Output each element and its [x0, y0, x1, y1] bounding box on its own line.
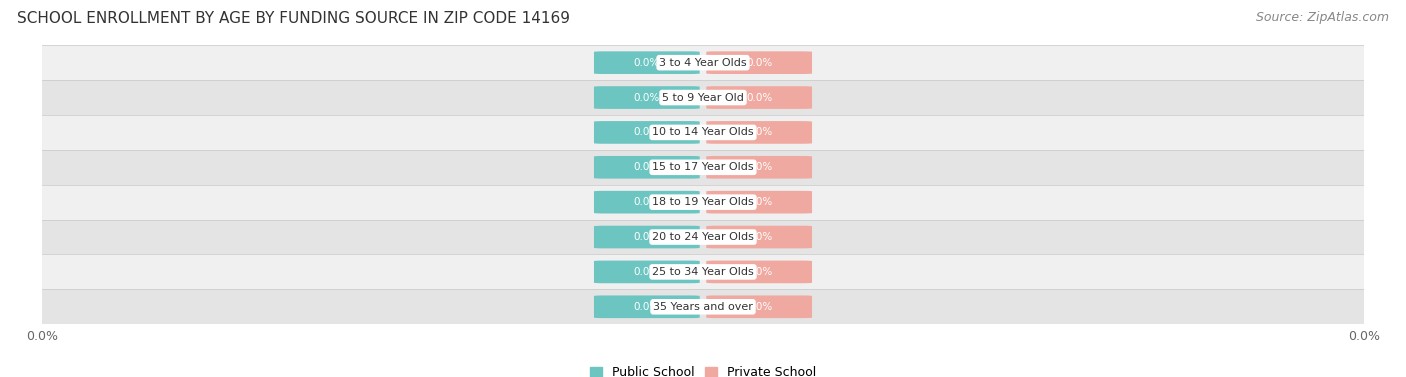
- Text: 0.0%: 0.0%: [634, 127, 659, 138]
- Bar: [42, 45, 1364, 80]
- FancyBboxPatch shape: [706, 121, 813, 144]
- FancyBboxPatch shape: [593, 261, 700, 283]
- FancyBboxPatch shape: [593, 51, 700, 74]
- Bar: [42, 185, 1364, 219]
- Bar: [42, 254, 1364, 290]
- FancyBboxPatch shape: [706, 156, 813, 179]
- FancyBboxPatch shape: [706, 296, 813, 318]
- FancyBboxPatch shape: [706, 51, 813, 74]
- Bar: [42, 290, 1364, 324]
- Bar: [42, 115, 1364, 150]
- Text: 10 to 14 Year Olds: 10 to 14 Year Olds: [652, 127, 754, 138]
- Text: 0.0%: 0.0%: [747, 267, 772, 277]
- FancyBboxPatch shape: [706, 191, 813, 213]
- Bar: [42, 80, 1364, 115]
- Text: 0.0%: 0.0%: [634, 162, 659, 172]
- FancyBboxPatch shape: [706, 226, 813, 248]
- Text: Source: ZipAtlas.com: Source: ZipAtlas.com: [1256, 11, 1389, 24]
- FancyBboxPatch shape: [593, 191, 700, 213]
- Text: 15 to 17 Year Olds: 15 to 17 Year Olds: [652, 162, 754, 172]
- Text: 35 Years and over: 35 Years and over: [652, 302, 754, 312]
- Text: 0.0%: 0.0%: [747, 92, 772, 103]
- FancyBboxPatch shape: [593, 121, 700, 144]
- FancyBboxPatch shape: [593, 226, 700, 248]
- Bar: [42, 219, 1364, 254]
- Bar: [42, 150, 1364, 185]
- Text: 3 to 4 Year Olds: 3 to 4 Year Olds: [659, 58, 747, 68]
- Text: 0.0%: 0.0%: [634, 302, 659, 312]
- Text: 20 to 24 Year Olds: 20 to 24 Year Olds: [652, 232, 754, 242]
- FancyBboxPatch shape: [593, 86, 700, 109]
- FancyBboxPatch shape: [593, 296, 700, 318]
- Text: 0.0%: 0.0%: [747, 232, 772, 242]
- Text: 0.0%: 0.0%: [747, 302, 772, 312]
- Text: 25 to 34 Year Olds: 25 to 34 Year Olds: [652, 267, 754, 277]
- Text: 5 to 9 Year Old: 5 to 9 Year Old: [662, 92, 744, 103]
- Text: 18 to 19 Year Olds: 18 to 19 Year Olds: [652, 197, 754, 207]
- Text: 0.0%: 0.0%: [634, 92, 659, 103]
- Text: 0.0%: 0.0%: [747, 127, 772, 138]
- Text: 0.0%: 0.0%: [634, 197, 659, 207]
- Text: 0.0%: 0.0%: [747, 162, 772, 172]
- Text: 0.0%: 0.0%: [747, 58, 772, 68]
- Text: SCHOOL ENROLLMENT BY AGE BY FUNDING SOURCE IN ZIP CODE 14169: SCHOOL ENROLLMENT BY AGE BY FUNDING SOUR…: [17, 11, 569, 26]
- Text: 0.0%: 0.0%: [634, 267, 659, 277]
- Text: 0.0%: 0.0%: [747, 197, 772, 207]
- FancyBboxPatch shape: [706, 261, 813, 283]
- FancyBboxPatch shape: [593, 156, 700, 179]
- Legend: Public School, Private School: Public School, Private School: [589, 366, 817, 377]
- Text: 0.0%: 0.0%: [634, 232, 659, 242]
- FancyBboxPatch shape: [706, 86, 813, 109]
- Text: 0.0%: 0.0%: [634, 58, 659, 68]
